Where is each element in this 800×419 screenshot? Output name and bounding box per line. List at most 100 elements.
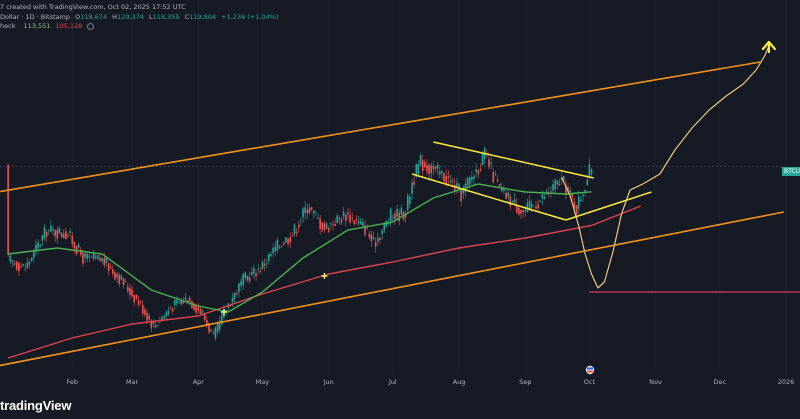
low-label: L — [149, 13, 153, 21]
candle-body — [90, 257, 93, 259]
candle-body — [233, 293, 236, 299]
candle-body — [530, 203, 533, 208]
chart-grid — [71, 0, 787, 375]
projection-path[interactable] — [561, 45, 770, 289]
candle-body — [308, 208, 311, 214]
wedge-lower-line[interactable] — [411, 173, 567, 221]
candle-body — [129, 287, 131, 295]
candle-body — [161, 317, 163, 321]
candle-body — [580, 199, 582, 202]
candle-body — [421, 160, 424, 171]
x-tick-label: Jun — [323, 378, 334, 386]
candle-body — [535, 206, 537, 209]
indicator-settings-icon[interactable] — [87, 22, 95, 30]
x-tick-label: Sep — [519, 378, 531, 386]
candle-body — [32, 250, 35, 259]
candle-body — [240, 281, 242, 286]
candle-body — [15, 262, 18, 270]
candle-body — [496, 179, 499, 182]
candle-body — [355, 219, 358, 221]
candle-body — [436, 164, 439, 169]
candle-body — [379, 237, 381, 241]
candle-body — [327, 228, 330, 232]
candle-body — [146, 312, 148, 321]
x-tick-label: Mar — [126, 378, 139, 386]
candle-body — [73, 241, 76, 249]
candle-body — [62, 233, 65, 238]
calendar-event-icon[interactable] — [585, 365, 595, 375]
candle-body — [105, 257, 108, 263]
cross-marker-icon — [220, 309, 227, 315]
candle-body — [263, 263, 266, 266]
candle-body — [293, 224, 296, 235]
candle-body — [417, 164, 420, 175]
candle-body — [415, 164, 418, 177]
high-value: 120,374 — [117, 13, 144, 21]
x-tick-label: Oct — [584, 378, 596, 386]
wedge-upper-line[interactable] — [433, 141, 594, 179]
candle-body — [238, 283, 240, 293]
candle-body — [139, 301, 142, 303]
candle-body — [541, 194, 544, 199]
candle-body — [453, 184, 456, 193]
indicator-name[interactable]: heck — [0, 22, 16, 30]
symbol-name[interactable]: Dollar · 1D · Bitstamp — [0, 13, 70, 21]
candle-body — [77, 244, 80, 248]
candle-body — [466, 177, 469, 186]
candle-body — [47, 229, 50, 231]
candle-body — [513, 199, 516, 204]
candle-body — [398, 212, 401, 222]
candle-body — [575, 205, 578, 215]
candle-body — [195, 305, 197, 313]
candle-body — [30, 257, 33, 261]
candle-body — [92, 253, 95, 259]
candle-body — [287, 238, 289, 244]
candle-body — [511, 201, 514, 203]
candle-body — [362, 222, 364, 226]
candle-body — [221, 313, 223, 325]
candle-body — [250, 271, 253, 275]
candle-body — [199, 308, 202, 314]
candle-body — [50, 225, 52, 232]
candle-body — [137, 300, 140, 305]
candle-body — [141, 304, 144, 314]
ascending-channel[interactable] — [0, 61, 785, 367]
candle-body — [13, 263, 16, 265]
candle-body — [24, 268, 27, 270]
candle-body — [590, 169, 593, 174]
candle-body — [364, 225, 366, 235]
candle-body — [18, 262, 20, 272]
tradingview-logo[interactable]: tradingView — [0, 398, 72, 413]
x-tick-label: Jul — [388, 378, 397, 386]
candle-body — [479, 168, 482, 171]
candle-body — [584, 189, 586, 192]
candle-body — [210, 329, 212, 331]
wedge-extension-line[interactable] — [565, 191, 652, 221]
projection-arrow-icon — [761, 40, 777, 54]
channel-lower-line[interactable] — [0, 211, 785, 367]
candle-body — [325, 223, 328, 229]
candle-body — [310, 207, 313, 210]
candle-body — [306, 209, 309, 213]
x-tick-label: 2026 — [778, 378, 795, 386]
candle-body — [45, 231, 48, 237]
candle-body — [347, 212, 349, 215]
indicator-value-slow: 105,128 — [55, 22, 83, 30]
ma-fast-line — [8, 183, 592, 313]
candle-body — [270, 254, 272, 256]
descending-wedge[interactable] — [411, 141, 652, 221]
candle-body — [368, 233, 371, 238]
candle-body — [71, 235, 74, 244]
indicator-value-fast: 113,551 — [23, 22, 51, 30]
candle-body — [99, 257, 101, 261]
candle-body — [231, 297, 234, 303]
candle-body — [522, 210, 524, 213]
channel-upper-line[interactable] — [0, 61, 761, 193]
footer-bar — [0, 390, 800, 419]
candle-body — [460, 189, 462, 202]
candle-body — [169, 308, 172, 310]
candle-body — [174, 299, 176, 305]
candle-body — [428, 164, 430, 174]
candle-body — [342, 211, 345, 216]
